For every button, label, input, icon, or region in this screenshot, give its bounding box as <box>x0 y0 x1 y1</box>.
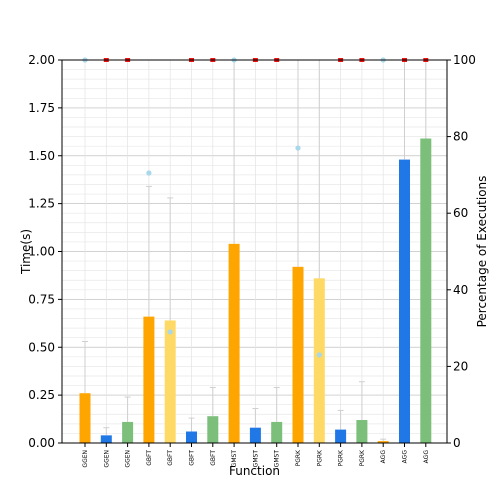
y-tick-label: 1.50 <box>28 149 55 163</box>
x-tick-label: GMST <box>252 450 259 468</box>
ticks-layer: 0.00 0.25 0.50 0.75 1.00 1.25 1.50 1.75 2.00 0 20 4… <box>28 53 476 468</box>
bar <box>207 416 219 443</box>
bar <box>79 393 91 443</box>
x-tick-label: GMST <box>274 450 281 468</box>
y-tick-label: 1.25 <box>28 197 55 211</box>
y2-tick-label: 20 <box>453 359 468 373</box>
bar <box>143 316 155 443</box>
y-tick-label: 0.25 <box>28 388 55 402</box>
y2-tick-label: 100 <box>453 53 476 67</box>
error-bars-layer <box>82 59 429 442</box>
bars-layer <box>79 138 432 443</box>
y-tick-label: 1.00 <box>28 245 55 259</box>
bar <box>399 159 410 443</box>
x-tick-label: GMST <box>231 450 238 468</box>
x-tick-label: GGEN <box>125 450 132 468</box>
y-tick-label: 0.50 <box>28 340 55 354</box>
y-axis-title: Time(s) <box>19 229 33 275</box>
x-tick-label: PGRK <box>316 449 323 466</box>
x-tick-label: AGG <box>402 450 409 464</box>
x-tick-label: PGRK <box>338 449 345 466</box>
y-tick-label: 0.00 <box>28 436 55 450</box>
y2-tick-label: 0 <box>453 436 461 450</box>
percentage-marker <box>295 145 301 151</box>
x-tick-label: GBFT <box>189 450 196 466</box>
x-tick-label: GGEN <box>82 450 89 468</box>
x-tick-label: GBFT <box>210 450 217 466</box>
percentage-marker <box>167 329 173 335</box>
y-tick-label: 1.75 <box>28 101 55 115</box>
bar <box>313 278 325 443</box>
x-tick-label: PGRK <box>359 449 366 466</box>
bar <box>356 420 368 443</box>
bar <box>186 431 197 443</box>
bar <box>271 421 283 443</box>
bar <box>420 138 432 443</box>
x-tick-label: AGG <box>380 450 387 464</box>
bar <box>335 429 347 443</box>
bar <box>292 266 304 443</box>
bar <box>164 320 176 443</box>
x-tick-label: PGRK <box>295 449 302 466</box>
y2-tick-label: 40 <box>453 283 468 297</box>
y-tick-label: 2.00 <box>28 53 55 67</box>
percentage-marker <box>316 352 322 358</box>
bar <box>122 421 134 443</box>
x-tick-label: GBFT <box>167 450 174 466</box>
y2-tick-label: 60 <box>453 206 468 220</box>
x-axis-title: Function <box>229 464 280 478</box>
bar <box>377 441 389 443</box>
y2-axis-title: Percentage of Executions <box>475 176 489 328</box>
x-tick-label: AGG <box>423 450 430 464</box>
grid-layer <box>62 59 447 444</box>
x-tick-label: GGEN <box>103 450 110 468</box>
bar <box>100 435 112 443</box>
y2-tick-label: 80 <box>453 130 468 144</box>
bar <box>249 427 261 443</box>
bar <box>228 243 240 443</box>
y-tick-label: 0.75 <box>28 292 55 306</box>
x-tick-label: GBFT <box>146 450 153 466</box>
percentage-marker <box>146 170 152 176</box>
